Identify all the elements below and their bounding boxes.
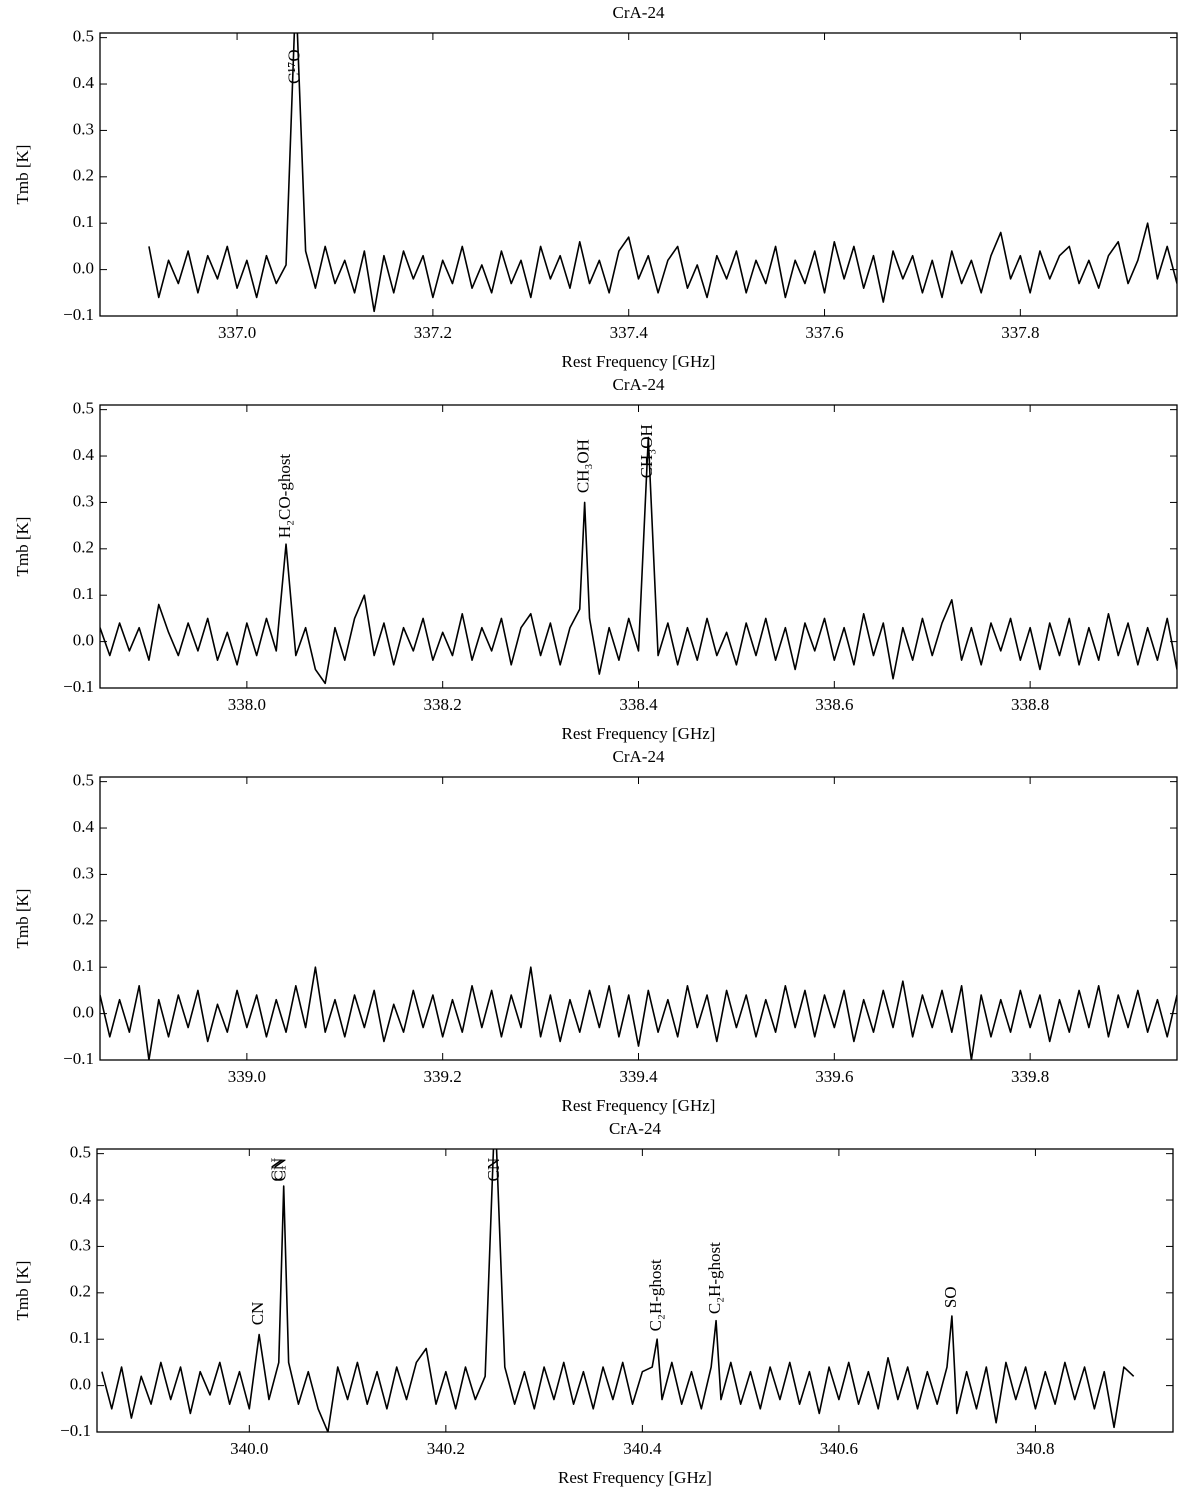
y-tick-label: 0.1 — [73, 584, 94, 603]
y-tick-label: 0.2 — [73, 166, 94, 185]
x-tick-label: 337.6 — [805, 323, 843, 342]
line-annotation: C₂H-ghost — [705, 1242, 724, 1314]
y-tick-label: 0.3 — [70, 1235, 91, 1254]
y-axis-label: Tmb [K] — [13, 145, 32, 205]
x-axis-label: Rest Frequency [GHz] — [562, 724, 716, 743]
y-axis-label: Tmb [K] — [13, 889, 32, 949]
line-annotation: CN — [268, 1158, 287, 1182]
y-tick-label: 0.2 — [73, 910, 94, 929]
spectrum-line — [148, 33, 1177, 313]
y-tick-label: 0.5 — [70, 1143, 91, 1162]
x-tick-label: 339.4 — [619, 1067, 658, 1086]
x-axis-label: Rest Frequency [GHz] — [558, 1468, 712, 1487]
y-tick-label: 0.2 — [73, 538, 94, 557]
x-tick-label: 340.2 — [427, 1439, 465, 1458]
plot-frame — [99, 404, 1178, 689]
y-tick-label: 0.1 — [73, 956, 94, 975]
x-tick-label: 337.0 — [218, 323, 256, 342]
panel-title: CrA-24 — [613, 375, 665, 394]
x-tick-label: 338.6 — [815, 695, 853, 714]
spectrum-line — [101, 1149, 1135, 1432]
y-tick-label: 0.4 — [73, 445, 95, 464]
x-tick-label: 337.4 — [610, 323, 649, 342]
y-tick-label: 0.5 — [73, 399, 94, 418]
y-tick-label: 0.3 — [73, 863, 94, 882]
panel-title: CrA-24 — [613, 747, 665, 766]
line-annotation: C₂H-ghost — [646, 1259, 665, 1331]
line-annotation: CN — [484, 1158, 503, 1182]
line-annotation: SO — [941, 1286, 960, 1308]
line-annotation: CH₃OH — [574, 439, 593, 493]
y-tick-label: 0.5 — [73, 27, 94, 46]
x-tick-label: 339.6 — [815, 1067, 853, 1086]
y-axis-label: Tmb [K] — [13, 1261, 32, 1321]
x-tick-label: 338.4 — [619, 695, 658, 714]
line-annotation: CN — [271, 1158, 290, 1182]
x-tick-label: 340.4 — [623, 1439, 662, 1458]
plot-frame — [99, 32, 1178, 317]
line-annotation: CH₃OH — [637, 424, 656, 478]
y-tick-label: 0.3 — [73, 491, 94, 510]
x-tick-label: 340.0 — [230, 1439, 268, 1458]
spectrum-line — [100, 436, 1177, 685]
x-tick-label: 339.8 — [1011, 1067, 1049, 1086]
y-tick-label: 0.4 — [73, 817, 95, 836]
line-annotation: H₂CO-ghost — [275, 454, 294, 539]
y-tick-label: 0.0 — [73, 631, 94, 650]
x-tick-label: 337.2 — [414, 323, 452, 342]
panel-title: CrA-24 — [613, 3, 665, 22]
y-axis-label: Tmb [K] — [13, 517, 32, 577]
y-tick-label: 0.0 — [73, 259, 94, 278]
line-annotation: C¹⁷O — [285, 49, 304, 84]
plot-frame — [99, 776, 1178, 1061]
x-tick-label: 339.2 — [424, 1067, 462, 1086]
y-tick-label: 0.3 — [73, 119, 94, 138]
y-tick-label: 0.0 — [73, 1003, 94, 1022]
y-tick-label: −0.1 — [63, 1049, 94, 1068]
y-tick-label: 0.0 — [70, 1375, 91, 1394]
x-tick-label: 338.2 — [424, 695, 462, 714]
y-tick-label: 0.4 — [73, 73, 95, 92]
y-tick-label: 0.5 — [73, 771, 94, 790]
y-tick-label: −0.1 — [63, 305, 94, 324]
x-tick-label: 340.6 — [820, 1439, 858, 1458]
y-tick-label: 0.1 — [73, 212, 94, 231]
spectrum-line — [100, 966, 1177, 1060]
plot-frame — [96, 1148, 1174, 1433]
x-axis-label: Rest Frequency [GHz] — [562, 1096, 716, 1115]
x-tick-label: 338.8 — [1011, 695, 1049, 714]
y-tick-label: 0.1 — [70, 1328, 91, 1347]
line-annotation: CN — [248, 1302, 267, 1326]
x-tick-label: 339.0 — [228, 1067, 266, 1086]
x-axis-label: Rest Frequency [GHz] — [562, 352, 716, 371]
x-tick-label: 340.8 — [1016, 1439, 1054, 1458]
y-tick-label: 0.2 — [70, 1282, 91, 1301]
y-tick-label: 0.4 — [70, 1189, 92, 1208]
x-tick-label: 338.0 — [228, 695, 266, 714]
y-tick-label: −0.1 — [60, 1421, 91, 1440]
x-tick-label: 337.8 — [1001, 323, 1039, 342]
panel-title: CrA-24 — [609, 1119, 661, 1138]
y-tick-label: −0.1 — [63, 677, 94, 696]
